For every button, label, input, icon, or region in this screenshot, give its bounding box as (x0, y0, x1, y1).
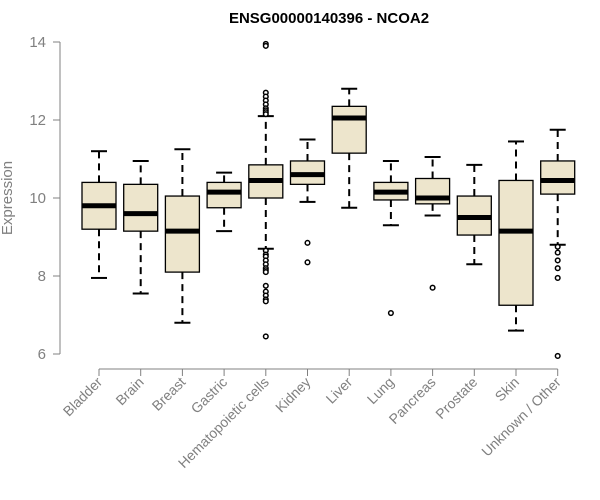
outlier-point (304, 259, 311, 266)
x-tick-label: Kidney (272, 374, 314, 416)
box-11 (498, 140, 534, 332)
x-tick-label: Lung (364, 374, 397, 407)
x-tick-label: Liver (323, 374, 356, 407)
box-5 (248, 40, 284, 340)
box-9 (414, 156, 451, 291)
box-10 (456, 163, 492, 266)
iqr-box (540, 160, 576, 195)
outlier-point (304, 239, 311, 246)
y-tick-label: 12 (29, 112, 46, 129)
box-8 (373, 159, 409, 317)
outlier-point (262, 298, 269, 305)
outlier-point (262, 111, 269, 118)
outlier-point (554, 249, 561, 256)
outlier-point (554, 243, 561, 250)
outlier-point (554, 265, 561, 272)
iqr-box (498, 179, 534, 306)
y-tick-label: 6 (38, 346, 46, 363)
outlier-point (262, 269, 269, 276)
outlier-point (554, 274, 561, 282)
outlier-point (554, 257, 561, 264)
x-tick-label: Breast (149, 374, 189, 414)
box-6 (289, 138, 326, 266)
box-4 (206, 171, 242, 233)
x-tick-label: Unknown / Other (478, 374, 564, 460)
box-3 (164, 148, 201, 324)
iqr-box (206, 181, 242, 209)
boxes-group (81, 40, 576, 360)
iqr-box (331, 105, 367, 154)
outlier-point (387, 310, 394, 317)
x-tick-label: Bladder (60, 374, 106, 420)
x-tick-label: Prostate (432, 374, 480, 422)
iqr-box (164, 195, 201, 273)
box-12 (540, 128, 576, 360)
box-1 (81, 150, 117, 279)
outlier-point (262, 282, 269, 289)
y-tick-label: 14 (29, 34, 46, 51)
y-axis: 6 8 10 12 14 (29, 34, 61, 363)
y-axis-label: Expression (0, 161, 16, 235)
outlier-point (554, 352, 561, 360)
y-tick-label: 8 (38, 268, 46, 285)
outlier-point (262, 42, 269, 49)
box-2 (123, 159, 159, 295)
x-tick-label: Skin (492, 374, 523, 405)
iqr-box (123, 183, 159, 232)
y-tick-label: 10 (29, 190, 46, 207)
outlier-point (429, 284, 436, 291)
chart-title: ENSG00000140396 - NCOA2 (229, 10, 429, 27)
box-7 (331, 87, 367, 209)
x-tick-label: Brain (112, 374, 146, 408)
outlier-point (262, 333, 269, 340)
